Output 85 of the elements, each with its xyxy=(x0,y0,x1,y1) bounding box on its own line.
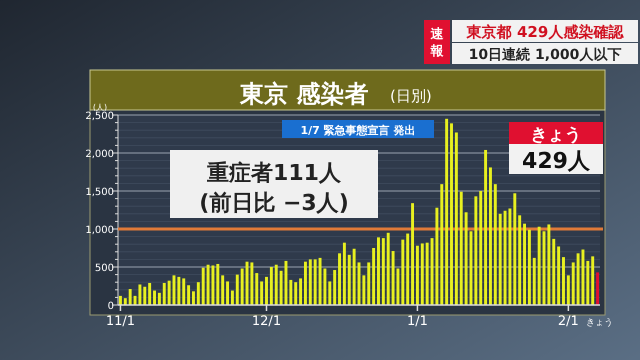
bar xyxy=(392,251,395,305)
bar xyxy=(153,290,156,305)
bar xyxy=(299,278,302,305)
x-tick-label: 1/1 xyxy=(406,314,428,329)
text: 10日連続 1,000人以下 xyxy=(468,47,622,63)
bar xyxy=(333,270,336,305)
bar xyxy=(260,281,264,305)
bar xyxy=(206,264,210,305)
y-tick-label: 1,500 xyxy=(85,187,114,198)
text: 東京都 429人感染確認 xyxy=(466,23,624,41)
bar xyxy=(538,226,541,305)
bar xyxy=(372,248,376,305)
bar xyxy=(547,224,550,305)
bar xyxy=(265,276,268,305)
text: 速報 xyxy=(430,27,444,59)
chart-title: 東京 感染者 xyxy=(239,80,368,108)
bar xyxy=(557,246,560,305)
bar xyxy=(562,257,565,305)
chart-subtitle: (日別) xyxy=(390,87,432,105)
bar xyxy=(172,275,176,305)
bar xyxy=(318,258,322,305)
x-tick-label: 2/1 xyxy=(558,314,579,329)
bar xyxy=(134,296,136,305)
bar xyxy=(470,231,472,305)
bar xyxy=(430,238,434,305)
bar xyxy=(484,150,488,305)
bar xyxy=(474,196,478,305)
x-tick-label: 12/1 xyxy=(252,314,282,329)
annotation: 1/7 緊急事態宣言 発出 xyxy=(300,124,416,137)
bar xyxy=(352,248,356,305)
bar xyxy=(230,290,234,305)
bar xyxy=(358,262,360,305)
y-tick-label: 0 xyxy=(108,301,114,312)
bar xyxy=(158,292,161,305)
bar xyxy=(416,246,419,305)
bar xyxy=(528,230,531,305)
bar xyxy=(454,132,458,305)
bar xyxy=(240,268,244,305)
bar xyxy=(362,275,366,305)
bar xyxy=(338,253,341,305)
bar xyxy=(177,276,180,305)
bar xyxy=(118,296,122,305)
bar xyxy=(284,260,288,305)
y-tick-label: 500 xyxy=(94,263,114,274)
bar xyxy=(138,284,142,305)
x-tick-label: きょう xyxy=(586,318,614,328)
bar xyxy=(488,167,492,305)
y-tick-label: 1,000 xyxy=(85,225,114,236)
y-tick-label: 2,000 xyxy=(85,149,114,160)
bar xyxy=(504,210,507,305)
bar xyxy=(435,208,438,305)
annotation: (前日比 −3人) xyxy=(199,191,349,216)
bar xyxy=(148,282,152,305)
bar xyxy=(542,231,546,305)
y-tick-label: 2,500 xyxy=(85,111,114,122)
bar xyxy=(250,262,254,305)
annotation: 429人 xyxy=(522,149,591,174)
y-axis-title: (人) xyxy=(92,103,108,112)
bar xyxy=(226,281,230,305)
bar xyxy=(411,203,414,305)
bar xyxy=(342,242,346,305)
bar xyxy=(382,238,385,305)
bar xyxy=(323,268,326,305)
bar xyxy=(187,285,190,305)
bar xyxy=(576,253,580,305)
bar xyxy=(566,275,570,305)
bar xyxy=(508,208,512,305)
bar xyxy=(445,118,448,305)
bar xyxy=(211,265,214,305)
bar xyxy=(270,267,273,305)
bar xyxy=(280,270,283,305)
x-tick-label: 11/1 xyxy=(106,314,136,329)
annotation: 重症者111人 xyxy=(206,161,342,186)
bar xyxy=(464,212,468,305)
annotation: きょう xyxy=(530,125,582,145)
bar xyxy=(582,250,584,305)
bar xyxy=(192,291,195,305)
bar xyxy=(377,237,380,305)
bar xyxy=(304,262,307,305)
bar xyxy=(246,262,248,305)
bar xyxy=(450,123,453,305)
bar xyxy=(596,272,600,305)
bar xyxy=(168,280,171,305)
bar xyxy=(396,268,400,305)
bar xyxy=(523,224,526,305)
